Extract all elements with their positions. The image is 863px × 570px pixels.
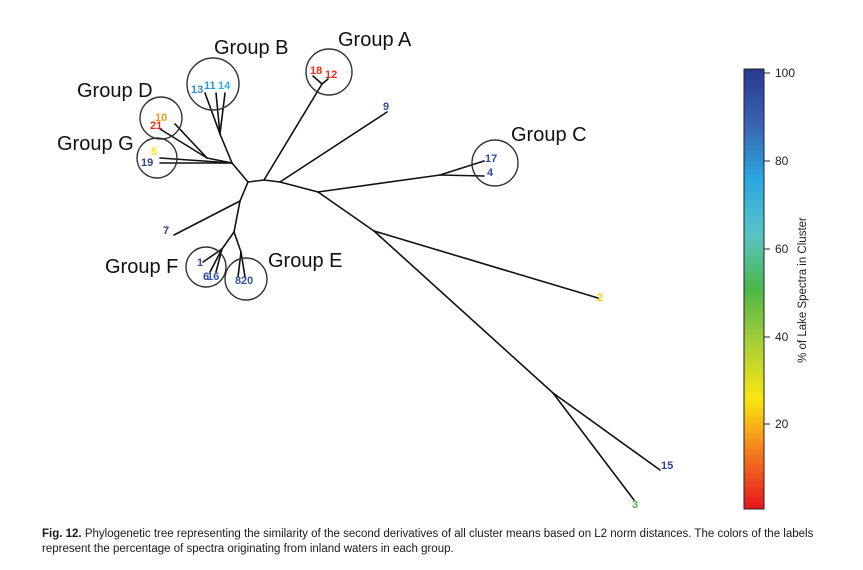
tree-branch	[221, 231, 235, 250]
colorbar-tick-label: 40	[775, 330, 789, 344]
group-g-label: Group G	[57, 133, 134, 155]
group-b-circle	[186, 57, 240, 111]
colorbar-ticks: 20 40 60 80 100	[764, 66, 795, 431]
leaf-label: 3	[632, 499, 638, 511]
tree-branch	[439, 160, 485, 176]
leaf-label: 6	[203, 271, 209, 283]
leaf-label: 19	[141, 157, 153, 169]
group-f-label: Group F	[105, 256, 178, 278]
tree-branch	[215, 92, 221, 135]
group-a-label: Group A	[338, 29, 412, 51]
tree-branch	[263, 179, 281, 183]
leaf-label: 10	[155, 112, 167, 124]
tree-branch	[231, 162, 249, 183]
group-f-circle	[185, 246, 227, 288]
leaf-label: 13	[191, 84, 203, 96]
tree-branch	[279, 111, 388, 183]
leaf-label: 1	[197, 257, 203, 269]
tree-branch	[263, 83, 323, 181]
tree-branch	[279, 181, 319, 193]
figure-number: Fig. 12.	[42, 528, 82, 540]
tree-branch	[219, 133, 233, 164]
tree-branch	[373, 230, 554, 394]
leaf-label: 5	[151, 146, 157, 158]
tree-branch	[239, 181, 249, 202]
tree-branches	[159, 75, 661, 501]
tree-branch	[233, 231, 242, 253]
leaf-label: 14	[218, 80, 231, 92]
tree-branch	[174, 123, 208, 159]
colorbar-tick-label: 60	[775, 242, 789, 256]
leaf-label: 2	[597, 292, 603, 304]
colorbar-tick-label: 80	[775, 154, 789, 168]
tree-branch	[237, 251, 242, 278]
leaf-label: 20	[241, 275, 253, 287]
tree-branch	[233, 200, 241, 233]
tree-branch	[321, 78, 329, 85]
group-g-circle	[136, 137, 178, 179]
colorbar-label: % of Lake Spectra in Cluster	[797, 217, 809, 363]
tree-branch	[312, 75, 323, 85]
tree-branch	[439, 174, 485, 177]
group-a-circle	[305, 48, 353, 96]
leaf-label: 12	[325, 69, 337, 81]
tree-branch	[204, 92, 221, 135]
tree-branch	[173, 200, 241, 236]
group-c-label: Group C	[511, 124, 587, 146]
tree-branch	[159, 157, 233, 164]
colorbar-tick-label: 100	[775, 66, 795, 80]
group-b-label: Group B	[214, 37, 288, 59]
leaf-label: 21	[150, 120, 162, 132]
leaf-label: 11	[204, 80, 216, 92]
leaf-label: 17	[485, 153, 497, 165]
leaf-label: 18	[310, 65, 322, 77]
leaf-label: 16	[207, 271, 219, 283]
leaf-labels: 1 2 3 4 5 6 7 8 9 10 11 12 13 14 15 16 1…	[141, 65, 673, 511]
phylogenetic-tree-figure: Group A Group B Group C Group D Group E …	[57, 29, 809, 511]
tree-branch	[552, 392, 661, 471]
group-e-circle	[224, 257, 268, 301]
tree-branch	[317, 174, 441, 193]
group-labels: Group A Group B Group C Group D Group E …	[57, 29, 587, 278]
figure-caption: Fig. 12. Phylogenetic tree representing …	[42, 527, 832, 557]
leaf-label: 7	[163, 225, 169, 237]
group-c-circle	[471, 139, 519, 187]
tree-branch	[247, 179, 265, 183]
colorbar-tick-label: 20	[775, 417, 789, 431]
leaf-label: 4	[487, 167, 494, 179]
tree-branch	[317, 191, 375, 232]
leaf-label: 15	[661, 460, 673, 472]
tree-branch	[373, 230, 599, 299]
tree-branch	[219, 92, 226, 135]
tree-branch	[240, 251, 246, 278]
colorbar-gradient	[743, 68, 765, 510]
leaf-label: 8	[235, 275, 241, 287]
caption-text: Phylogenetic tree representing the simil…	[42, 528, 814, 555]
group-circles	[136, 48, 519, 301]
tree-branch	[552, 392, 635, 501]
colorbar: 20 40 60 80 100 % of Lake Spectra in Clu…	[743, 66, 809, 510]
group-e-label: Group E	[268, 250, 342, 272]
tree-branch	[159, 128, 208, 159]
group-d-label: Group D	[77, 80, 153, 102]
leaf-label: 9	[383, 101, 389, 113]
